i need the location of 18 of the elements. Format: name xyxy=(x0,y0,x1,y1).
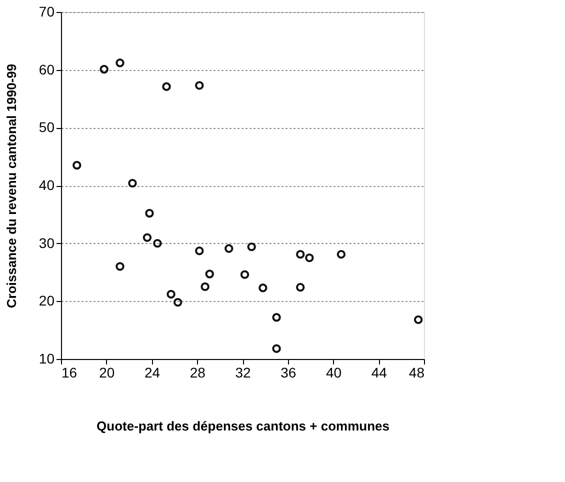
x-tick-label: 36 xyxy=(280,364,296,380)
y-tick-label: 70 xyxy=(38,4,55,20)
y-tick-label: 30 xyxy=(38,234,55,251)
y-axis-title: Croissance du revenu cantonal 1990-99 xyxy=(4,64,19,308)
x-tick-label: 28 xyxy=(190,364,206,380)
y-tick-label: 40 xyxy=(38,177,55,193)
x-tick-label: 40 xyxy=(326,364,342,380)
x-tick-label: 48 xyxy=(408,364,425,380)
x-tick-label: 44 xyxy=(371,364,388,380)
y-tick-label: 20 xyxy=(38,292,55,309)
x-axis-title: Quote-part des dépenses cantons + communes xyxy=(96,418,390,434)
x-tick-label: 20 xyxy=(99,364,115,380)
y-tick-label: 50 xyxy=(38,119,55,136)
x-tick-label: 24 xyxy=(144,364,160,380)
x-tick-label: 16 xyxy=(62,364,78,380)
y-tick-label: 10 xyxy=(38,350,55,366)
y-tick-label: 60 xyxy=(38,61,55,78)
x-tick-label: 32 xyxy=(235,364,251,380)
